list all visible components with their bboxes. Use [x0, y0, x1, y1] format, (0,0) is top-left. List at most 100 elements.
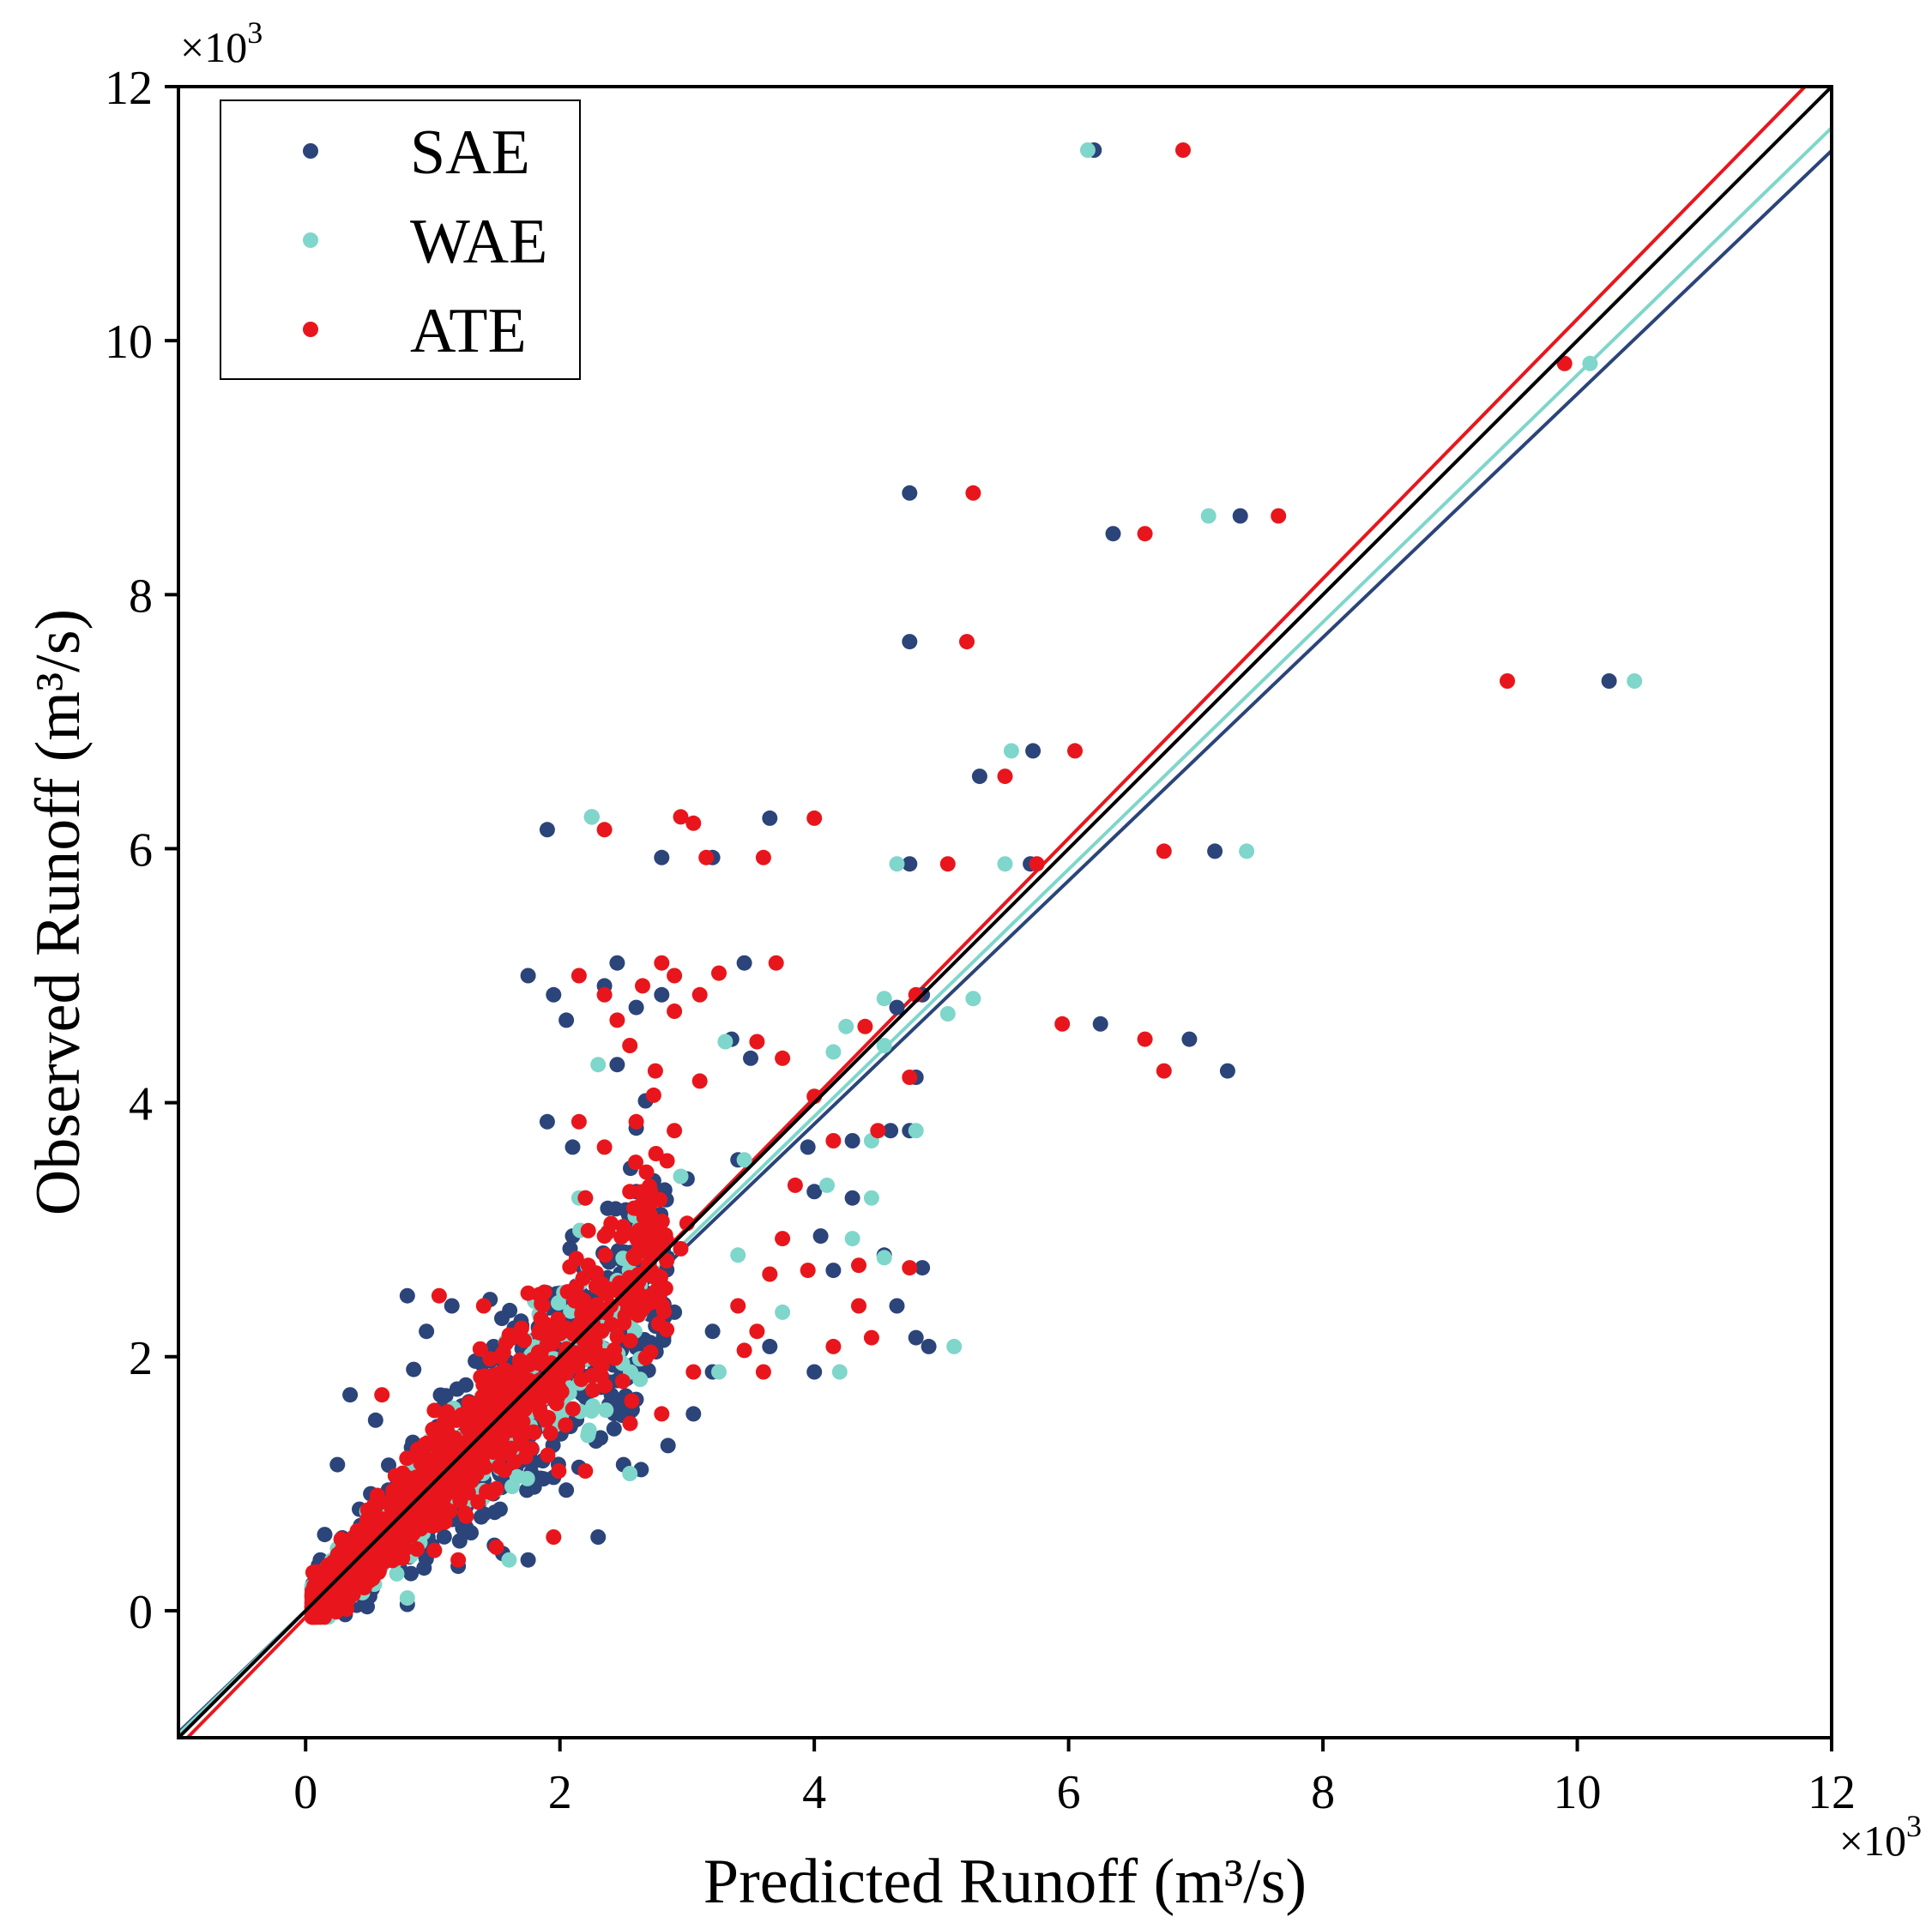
- point-sae: [1232, 508, 1248, 524]
- point-ate: [736, 1342, 752, 1359]
- point-ate: [467, 1457, 483, 1474]
- y-tick-label: 0: [129, 1586, 153, 1639]
- point-ate: [534, 1296, 550, 1312]
- point-sae: [468, 1353, 484, 1369]
- y-tick-label: 10: [105, 316, 153, 369]
- x-tick-label: 6: [1057, 1766, 1081, 1819]
- point-sae: [1092, 1016, 1108, 1032]
- point-wae: [736, 1152, 752, 1168]
- point-wae: [632, 1371, 649, 1388]
- point-ate: [408, 1541, 425, 1557]
- point-ate: [558, 1365, 575, 1381]
- point-ate: [520, 1285, 536, 1301]
- point-ate: [654, 1406, 670, 1422]
- point-ate: [385, 1485, 401, 1501]
- point-ate: [609, 1012, 625, 1028]
- point-ate: [711, 965, 727, 981]
- point-sae: [590, 1529, 607, 1545]
- point-ate: [426, 1402, 443, 1419]
- point-wae: [819, 1177, 835, 1193]
- point-ate: [531, 1324, 547, 1341]
- point-ate: [501, 1327, 517, 1343]
- point-ate: [516, 1332, 532, 1348]
- point-sae: [451, 1533, 468, 1549]
- point-ate: [580, 1222, 596, 1239]
- point-ate: [341, 1534, 358, 1551]
- point-ate: [624, 1393, 640, 1409]
- point-ate: [659, 1153, 675, 1169]
- x-tick-label: 2: [548, 1766, 572, 1819]
- point-sae: [806, 1364, 823, 1380]
- point-ate: [685, 815, 702, 831]
- point-wae: [825, 1044, 842, 1060]
- point-ate: [667, 1004, 683, 1019]
- point-sae: [444, 1298, 460, 1314]
- point-ate: [622, 1038, 638, 1053]
- x-tick-label: 8: [1311, 1766, 1335, 1819]
- point-ate: [551, 1463, 567, 1479]
- point-wae: [1079, 142, 1096, 158]
- point-ate: [558, 1417, 574, 1433]
- point-ate: [562, 1259, 578, 1275]
- point-wae: [389, 1565, 405, 1582]
- x-multiplier-base: ×10: [1839, 1817, 1906, 1865]
- point-wae: [838, 1018, 854, 1034]
- point-wae: [590, 1057, 607, 1073]
- point-ate: [673, 1240, 689, 1257]
- x-multiplier-exp: 3: [1906, 1809, 1922, 1843]
- legend-label-sae: SAE: [410, 118, 530, 188]
- point-ate: [673, 809, 689, 825]
- point-ate: [825, 1133, 842, 1148]
- point-ate: [615, 1219, 631, 1235]
- point-ate: [647, 1063, 663, 1079]
- point-ate: [458, 1415, 474, 1432]
- point-sae: [419, 1323, 435, 1340]
- point-ate: [635, 978, 650, 994]
- point-sae: [1105, 526, 1121, 542]
- x-tick-label: 12: [1808, 1766, 1856, 1819]
- point-wae: [946, 1338, 963, 1354]
- point-sae: [436, 1528, 452, 1545]
- point-sae: [609, 1057, 625, 1073]
- point-wae: [580, 1427, 596, 1444]
- point-ate: [411, 1502, 427, 1518]
- plot-frame: [177, 85, 1833, 1739]
- point-ate: [513, 1320, 529, 1336]
- point-wae: [622, 1466, 638, 1481]
- point-sae: [1025, 743, 1041, 759]
- point-ate: [768, 955, 784, 971]
- point-sae: [502, 1302, 518, 1318]
- point-ate: [622, 1415, 638, 1432]
- point-ate: [648, 1146, 664, 1161]
- point-sae: [1601, 673, 1617, 689]
- point-ate: [762, 1266, 778, 1282]
- point-ate: [863, 1329, 879, 1346]
- point-ate: [506, 1454, 522, 1470]
- x-axis-multiplier: ×103: [1839, 1809, 1922, 1865]
- point-ate: [475, 1298, 492, 1314]
- point-sae: [342, 1387, 359, 1403]
- point-wae: [939, 1006, 956, 1022]
- point-ate: [1271, 508, 1287, 524]
- point-ate: [456, 1469, 473, 1486]
- point-ate: [667, 1123, 683, 1139]
- point-sae: [539, 1113, 555, 1130]
- point-ate: [596, 822, 613, 838]
- point-ate: [575, 1270, 591, 1287]
- point-ate: [775, 1050, 791, 1066]
- point-sae: [685, 1406, 702, 1422]
- point-ate: [603, 1215, 619, 1232]
- point-ate: [540, 1447, 556, 1463]
- point-ate: [698, 849, 715, 865]
- point-ate: [399, 1450, 415, 1467]
- point-ate: [691, 986, 708, 1003]
- point-ate: [787, 1177, 803, 1193]
- point-ate: [445, 1459, 462, 1475]
- point-ate: [333, 1590, 349, 1606]
- point-wae: [831, 1364, 848, 1380]
- point-ate: [478, 1399, 494, 1415]
- point-ate: [614, 1373, 631, 1389]
- point-ate: [577, 1305, 594, 1320]
- point-ate: [851, 1257, 866, 1274]
